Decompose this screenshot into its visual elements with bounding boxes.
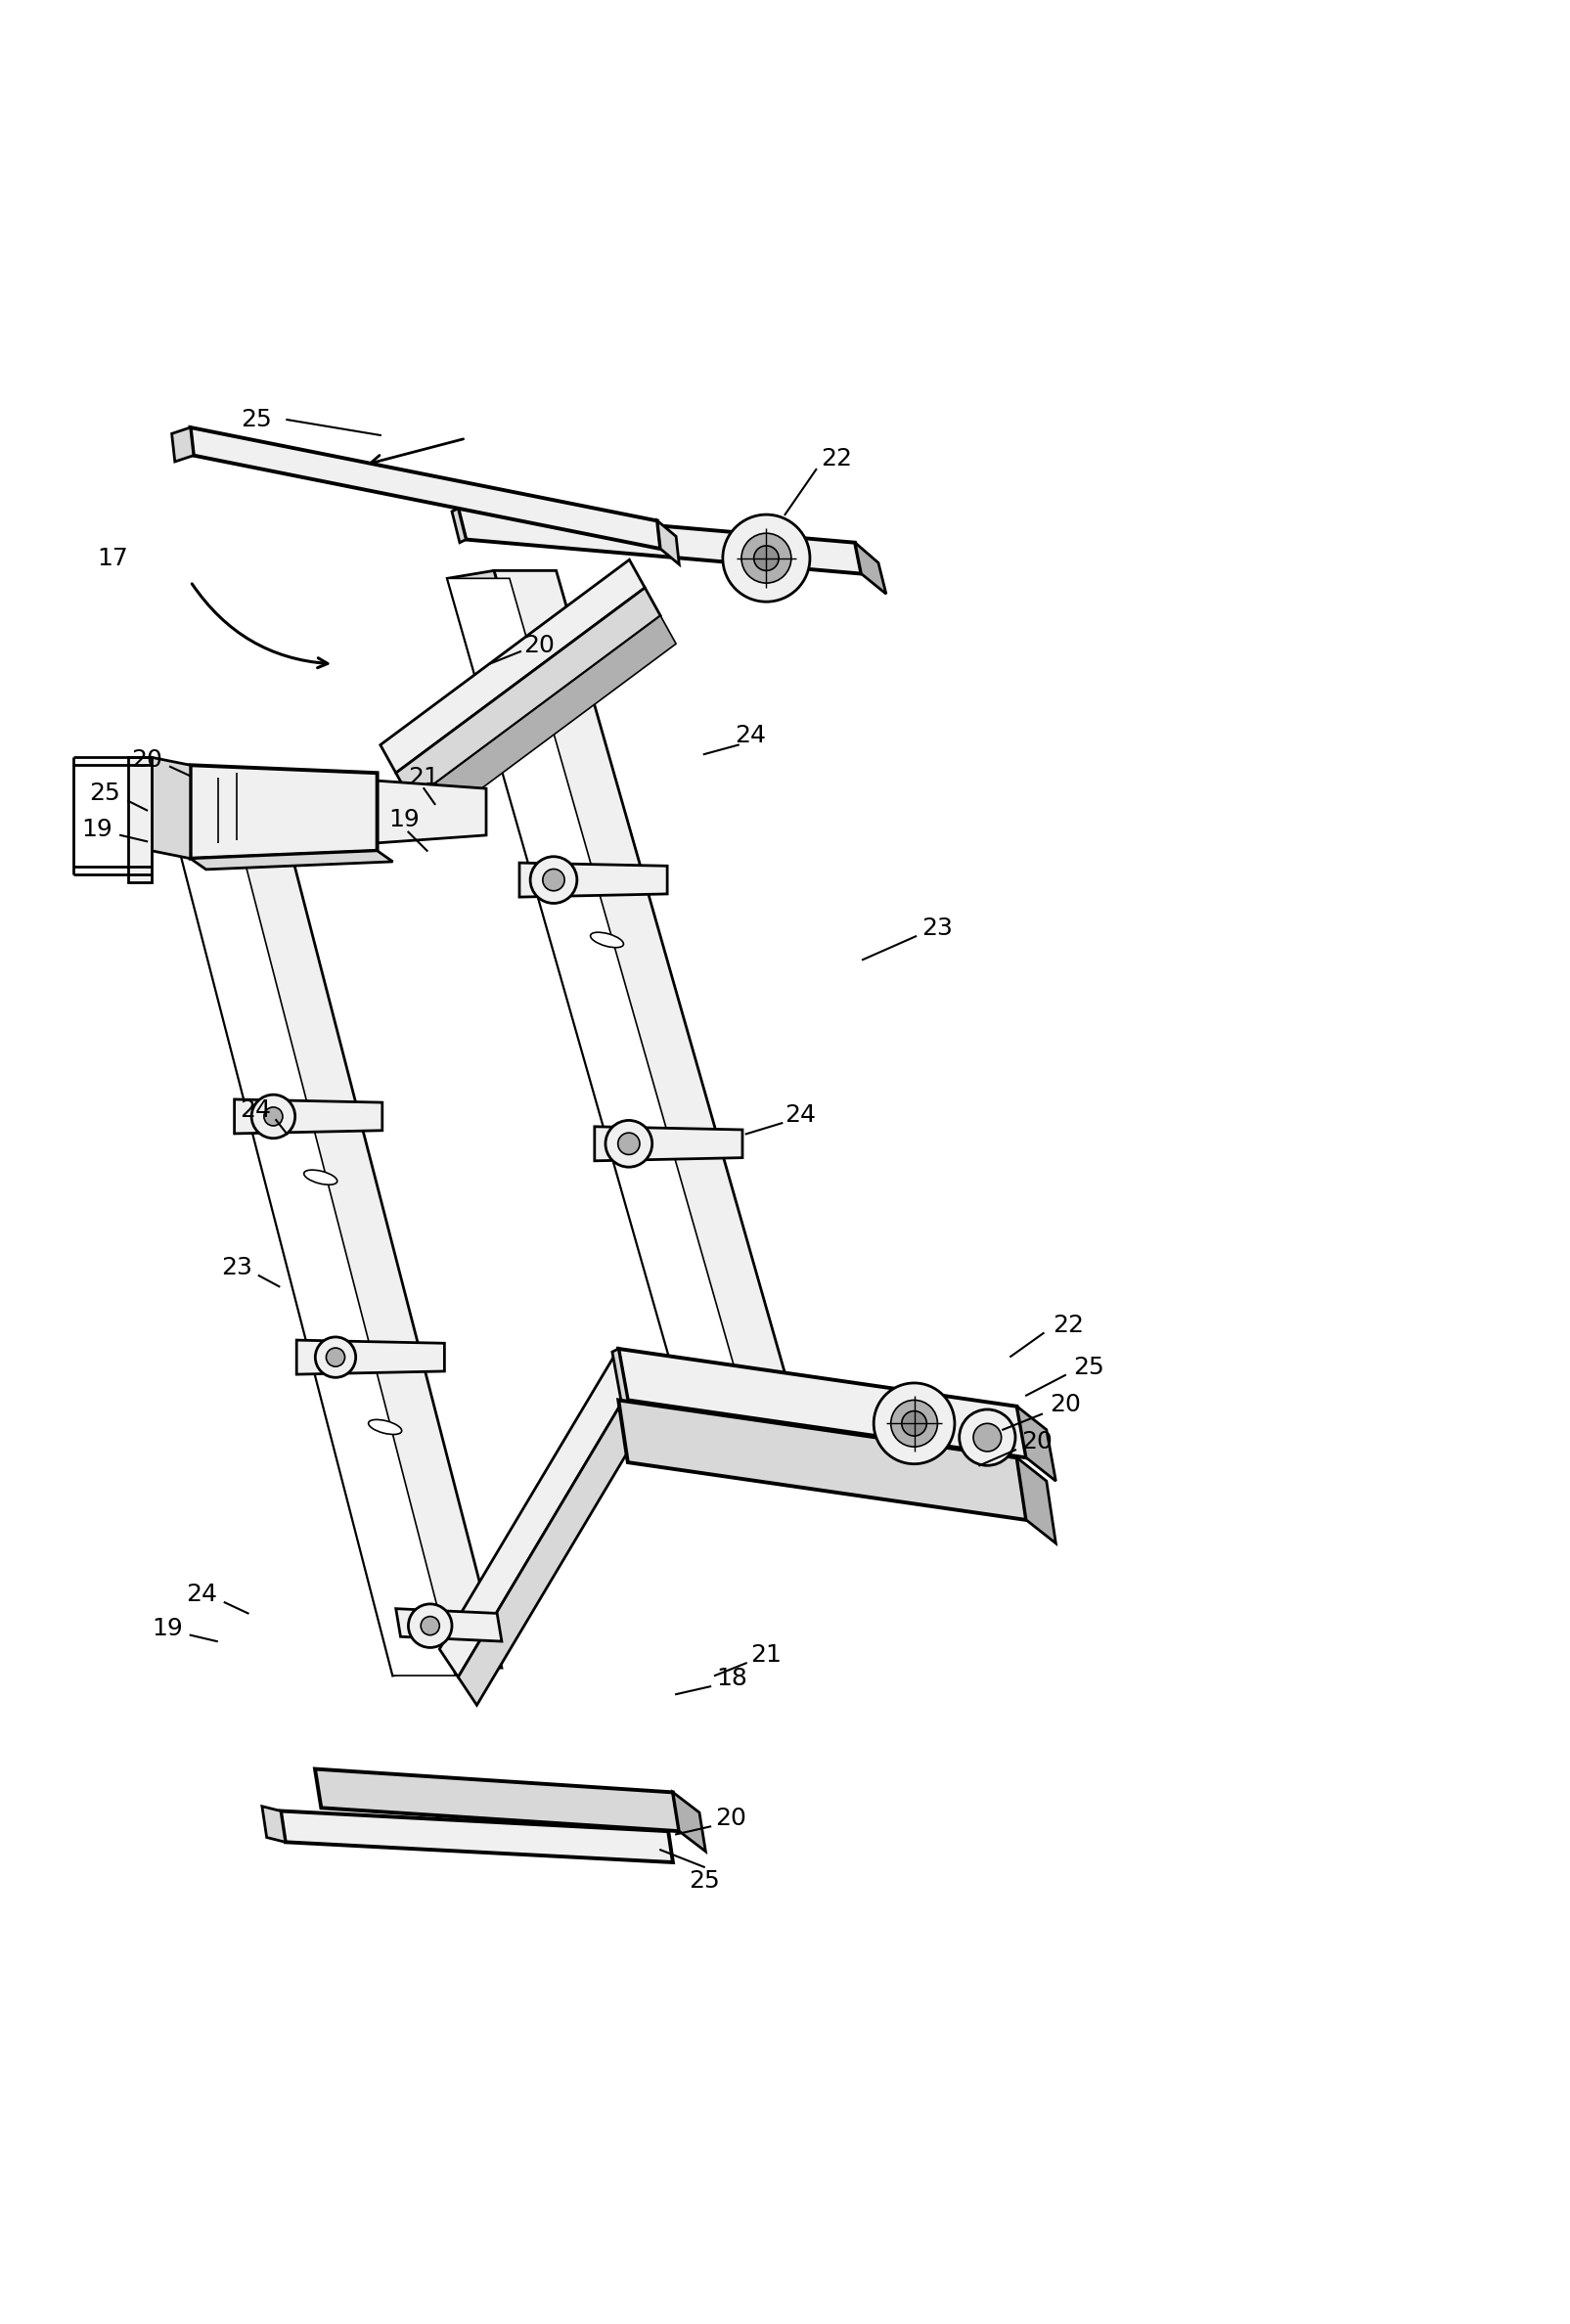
- Polygon shape: [380, 560, 645, 774]
- Polygon shape: [281, 1810, 674, 1862]
- Polygon shape: [190, 428, 661, 548]
- Polygon shape: [495, 572, 807, 1450]
- Circle shape: [531, 858, 578, 904]
- Polygon shape: [452, 509, 466, 541]
- Circle shape: [890, 1399, 937, 1448]
- Circle shape: [973, 1425, 1002, 1452]
- Text: 24: 24: [735, 723, 766, 748]
- Polygon shape: [458, 1376, 656, 1706]
- Polygon shape: [411, 616, 677, 830]
- Text: 24: 24: [185, 1583, 217, 1606]
- Ellipse shape: [305, 1169, 338, 1185]
- Polygon shape: [262, 1806, 286, 1843]
- Polygon shape: [447, 572, 744, 1457]
- Polygon shape: [440, 1348, 637, 1678]
- Text: 25: 25: [689, 1868, 719, 1892]
- Polygon shape: [162, 783, 455, 1676]
- Text: 23: 23: [221, 1255, 253, 1281]
- Polygon shape: [658, 521, 680, 565]
- Polygon shape: [856, 541, 885, 595]
- Polygon shape: [152, 758, 190, 858]
- Circle shape: [741, 532, 791, 583]
- Circle shape: [316, 1336, 356, 1378]
- Text: 20: 20: [1050, 1392, 1080, 1418]
- Polygon shape: [396, 1608, 502, 1641]
- Polygon shape: [162, 776, 440, 1676]
- Polygon shape: [377, 781, 487, 844]
- Text: 22: 22: [1052, 1313, 1083, 1336]
- Text: 23: 23: [922, 918, 953, 941]
- Circle shape: [264, 1106, 283, 1125]
- Polygon shape: [190, 765, 377, 858]
- Polygon shape: [447, 579, 760, 1457]
- Polygon shape: [209, 776, 502, 1669]
- Text: 25: 25: [1072, 1355, 1104, 1378]
- Ellipse shape: [369, 1420, 402, 1434]
- Polygon shape: [316, 1769, 680, 1831]
- Polygon shape: [520, 862, 667, 897]
- Polygon shape: [1017, 1457, 1055, 1543]
- Polygon shape: [190, 851, 392, 869]
- Text: 22: 22: [821, 446, 853, 469]
- Circle shape: [619, 1132, 639, 1155]
- Text: 21: 21: [750, 1643, 782, 1666]
- Text: 21: 21: [408, 767, 440, 790]
- Circle shape: [754, 546, 779, 572]
- Circle shape: [874, 1383, 955, 1464]
- Circle shape: [543, 869, 565, 890]
- Circle shape: [327, 1348, 345, 1367]
- Text: 19: 19: [388, 809, 419, 832]
- Polygon shape: [458, 509, 862, 574]
- Text: 17: 17: [97, 546, 129, 569]
- Polygon shape: [674, 1792, 705, 1852]
- Polygon shape: [297, 1341, 444, 1373]
- Polygon shape: [510, 572, 807, 1457]
- Polygon shape: [171, 428, 193, 462]
- Circle shape: [722, 514, 810, 602]
- Polygon shape: [129, 758, 152, 881]
- Text: 24: 24: [785, 1104, 816, 1127]
- Polygon shape: [619, 1399, 1027, 1520]
- Text: 25: 25: [89, 781, 121, 804]
- Polygon shape: [595, 1127, 743, 1160]
- Text: 25: 25: [240, 409, 272, 432]
- Text: 18: 18: [716, 1666, 747, 1690]
- Polygon shape: [234, 1099, 382, 1134]
- Text: 20: 20: [132, 748, 162, 772]
- Text: 20: 20: [523, 634, 554, 658]
- Polygon shape: [619, 1348, 1027, 1457]
- Circle shape: [408, 1604, 452, 1648]
- Circle shape: [251, 1095, 295, 1139]
- Text: 24: 24: [240, 1099, 272, 1122]
- Circle shape: [421, 1618, 440, 1636]
- Text: 20: 20: [1022, 1429, 1053, 1455]
- Polygon shape: [612, 1348, 628, 1404]
- Text: 20: 20: [714, 1808, 746, 1831]
- Circle shape: [606, 1120, 652, 1167]
- Circle shape: [901, 1411, 926, 1436]
- Ellipse shape: [590, 932, 623, 948]
- Circle shape: [959, 1408, 1016, 1466]
- Polygon shape: [1017, 1406, 1055, 1480]
- Text: 19: 19: [152, 1618, 182, 1641]
- Polygon shape: [396, 588, 661, 802]
- Text: 19: 19: [82, 818, 113, 841]
